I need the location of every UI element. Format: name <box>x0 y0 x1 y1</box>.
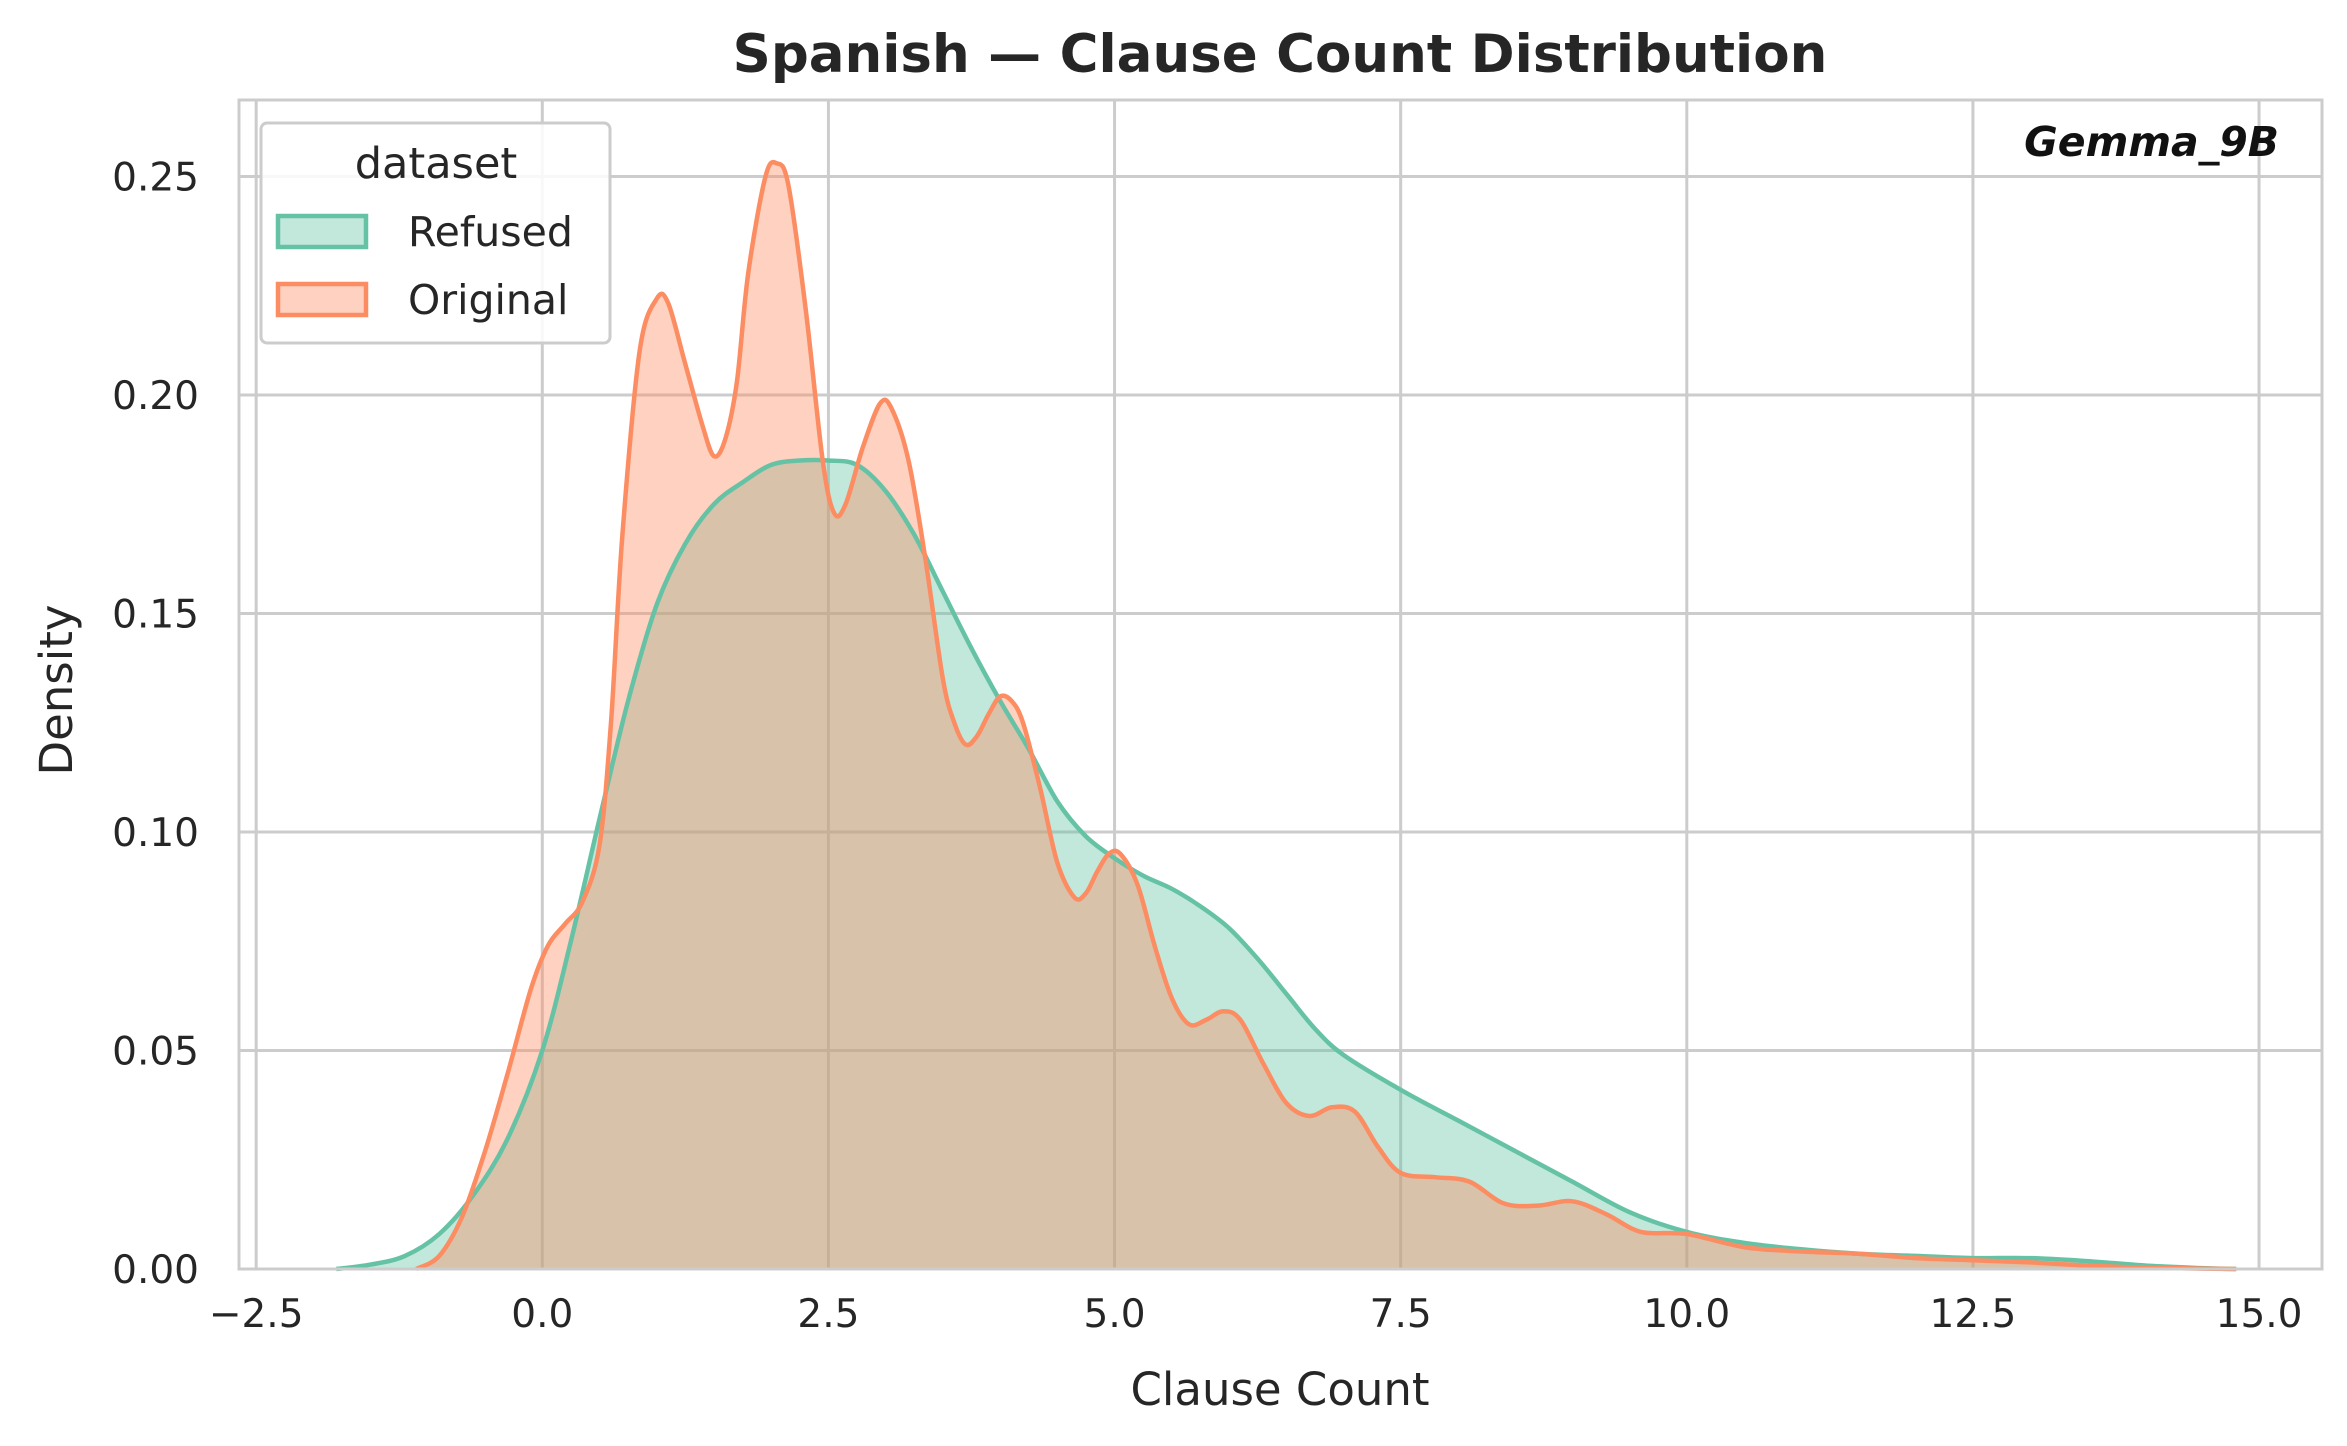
y-tick-label: 0.05 <box>112 1029 199 1074</box>
x-axis-label: Clause Count <box>1130 1363 1429 1416</box>
legend: dataset Refused Original <box>259 121 612 345</box>
x-axis-ticks: −2.5 0.0 2.5 5.0 7.5 10.0 12.5 15.0 <box>209 1292 2303 1337</box>
model-annotation: Gemma_9B <box>2024 118 2279 166</box>
density-line-original <box>415 159 2237 1272</box>
x-tick-label: 12.5 <box>1930 1292 2017 1337</box>
y-tick-label: 0.20 <box>112 374 199 419</box>
density-area-original <box>416 162 2237 1269</box>
density-lines <box>336 159 2237 1272</box>
x-tick-label: 0.0 <box>511 1292 573 1337</box>
x-tick-label: −2.5 <box>209 1292 304 1337</box>
y-axis-ticks: 0.00 0.05 0.10 0.15 0.20 0.25 <box>112 155 199 1293</box>
legend-box <box>259 121 612 345</box>
legend-swatch-original <box>275 281 369 318</box>
density-areas <box>336 162 2237 1269</box>
grid <box>239 100 2322 1271</box>
x-tick-label: 2.5 <box>797 1292 859 1337</box>
y-tick-label: 0.10 <box>112 811 199 856</box>
x-tick-label: 10.0 <box>1643 1292 1730 1337</box>
plot-frame <box>237 98 2324 1271</box>
x-tick-label: 15.0 <box>2216 1292 2303 1337</box>
y-axis-label: Density <box>30 604 83 775</box>
x-tick-label: 5.0 <box>1084 1292 1146 1337</box>
y-tick-label: 0.00 <box>112 1248 199 1293</box>
y-tick-label: 0.15 <box>112 592 199 637</box>
legend-label-original: Original <box>408 276 568 324</box>
legend-swatch-refused <box>275 213 369 250</box>
legend-title: dataset <box>355 139 518 189</box>
legend-label-refused: Refused <box>408 208 573 256</box>
density-line-refused <box>336 457 2237 1272</box>
chart-title: Spanish — Clause Count Distribution <box>733 24 1828 85</box>
x-tick-label: 7.5 <box>1370 1292 1432 1337</box>
density-area-refused <box>336 459 2237 1269</box>
y-tick-label: 0.25 <box>112 155 199 200</box>
